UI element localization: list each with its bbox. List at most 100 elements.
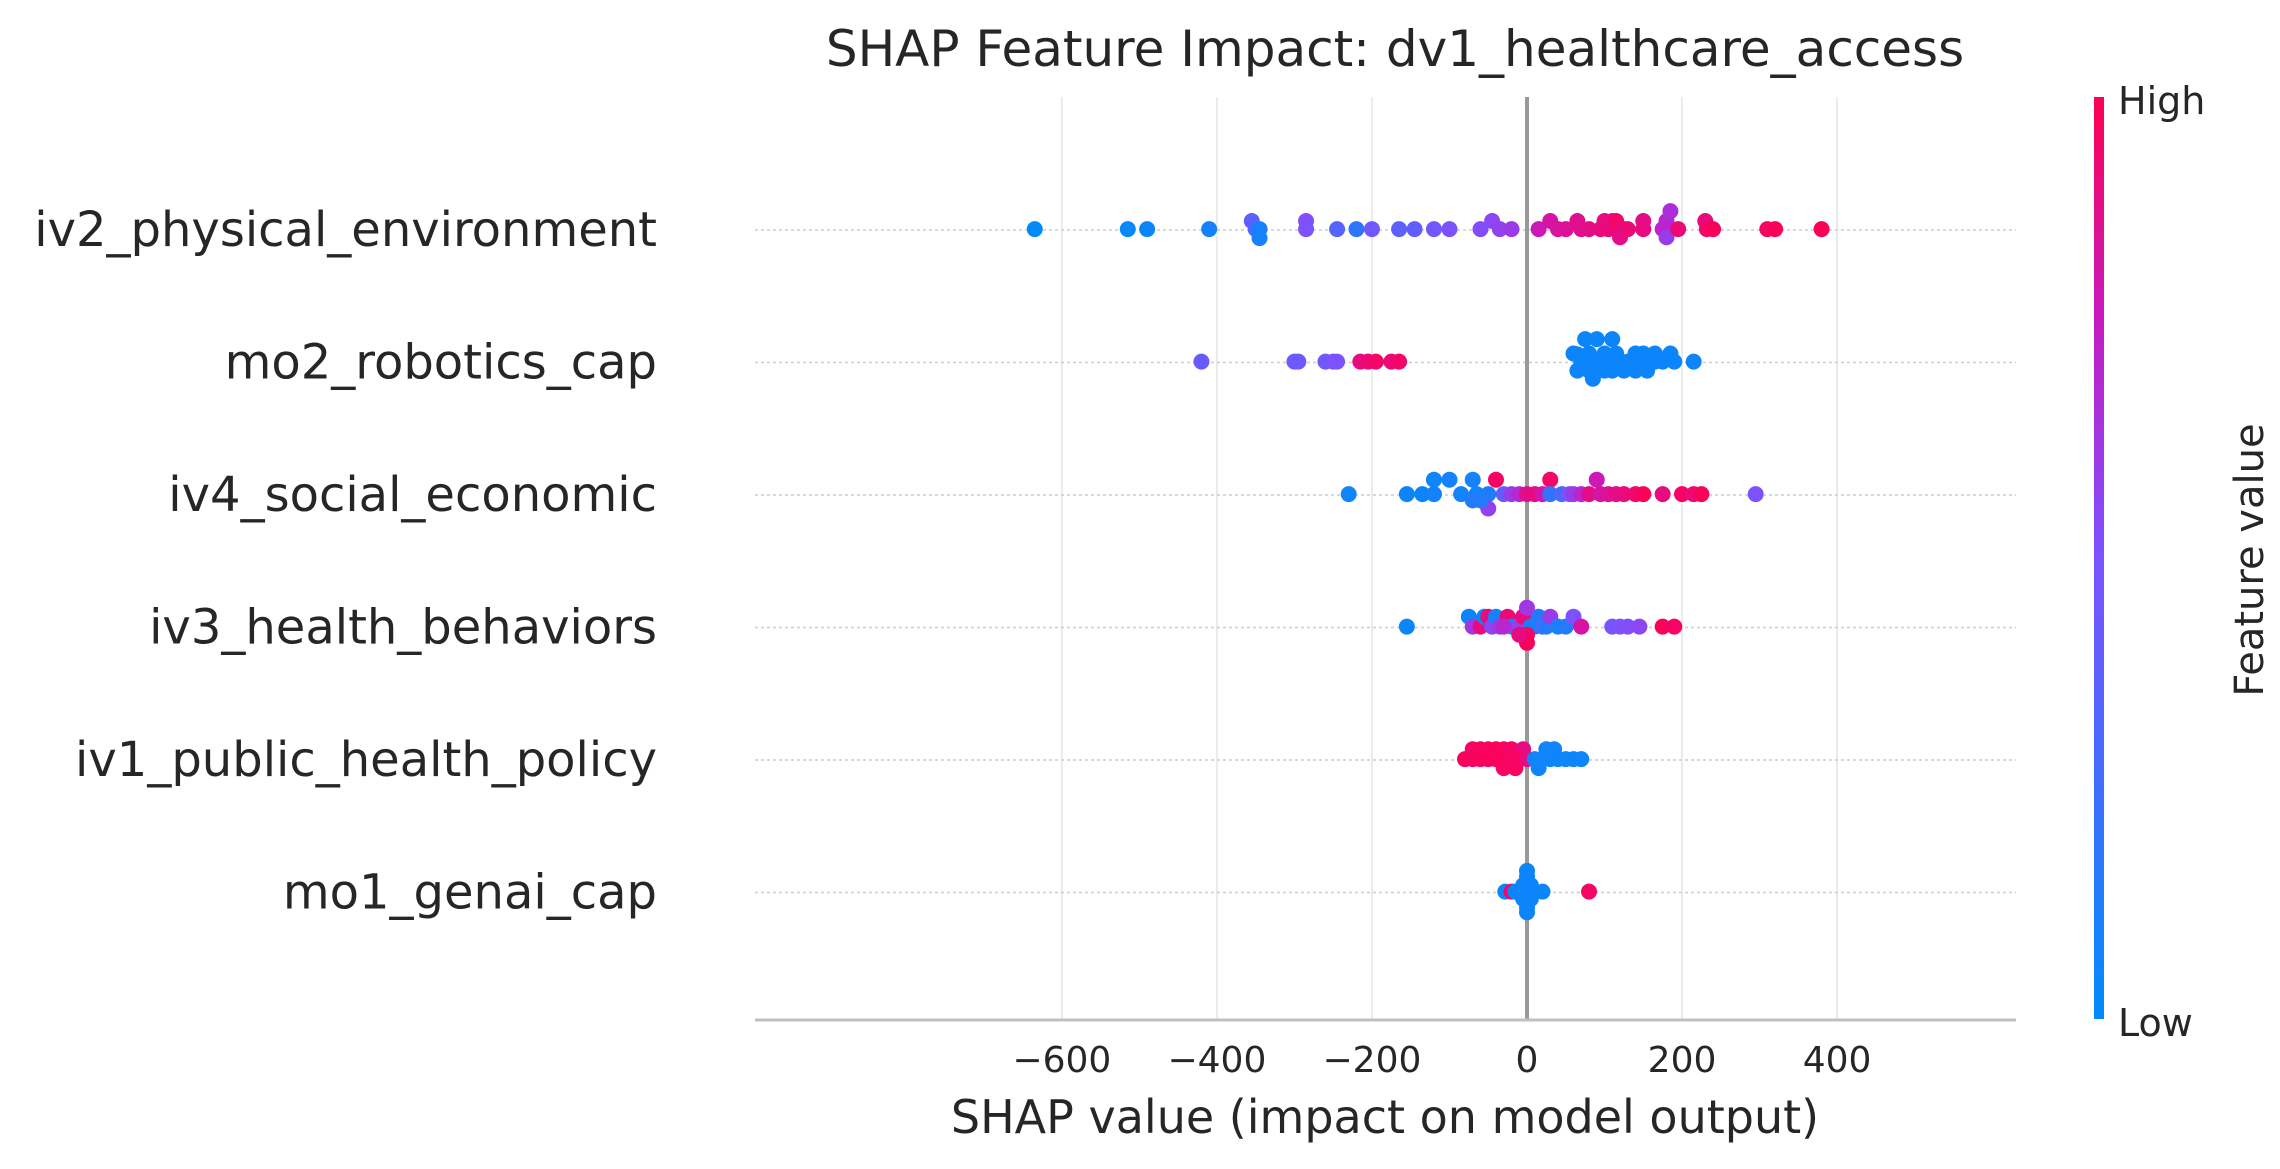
shap-point [1662,203,1679,220]
shap-point [1813,221,1830,238]
shap-point [1414,486,1431,503]
colorbar-low-label: Low [2118,1001,2193,1045]
shap-point [1654,353,1671,370]
y-labels: iv2_physical_environment mo2_robotics_cap… [34,202,657,921]
shap-point [1507,883,1524,900]
shap-point [1530,760,1547,777]
shap-point [1705,221,1722,238]
shap-point [1398,486,1415,503]
colorbar-title: Feature value [2227,423,2273,696]
x-axis-label: SHAP value (impact on model output) [951,1090,1819,1144]
shap-point [1298,221,1315,238]
shap-point [1119,221,1136,238]
chart-title: SHAP Feature Impact: dv1_healthcare_acce… [826,20,1964,78]
shap-point [1635,486,1652,503]
shap-point [1670,221,1687,238]
shap-point [1464,471,1481,488]
shap-point [1542,471,1559,488]
shap-point [1588,331,1605,348]
shap-point [1519,904,1535,921]
shap-point [1425,486,1442,503]
shap-point [1290,353,1307,370]
shap-point [1569,362,1586,379]
shap-point [1573,618,1590,635]
shap-point [1577,331,1594,348]
feature-rows [755,229,2016,894]
shap-point [1639,362,1656,379]
shap-point [1495,760,1512,777]
shap-point [1348,221,1365,238]
shap-point [1367,353,1384,370]
shap-point [1588,471,1605,488]
shap-point [1627,362,1644,379]
shap-point [1363,221,1380,238]
shap-point [1581,221,1598,238]
shap-point [1495,618,1512,635]
feature-label: iv3_health_behaviors [149,600,657,656]
shap-point [1674,486,1691,503]
feature-label: iv2_physical_environment [34,202,657,258]
x-tick-label: −600 [1012,1040,1111,1081]
colorbar-high-label: High [2118,79,2205,123]
shap-point [1654,486,1671,503]
shap-point [1340,486,1357,503]
shap-point [1619,618,1636,635]
x-tick-label: −400 [1167,1040,1266,1081]
shap-point [1557,221,1574,238]
shap-point [1398,618,1415,635]
shap-point [1425,221,1442,238]
shap-point [1391,353,1408,370]
feature-label: mo1_genai_cap [283,865,657,921]
shap-point [1487,471,1504,488]
shap-point [1329,353,1346,370]
shap-point [1511,626,1528,643]
x-tick-label: −200 [1323,1040,1422,1081]
shap-point [1472,221,1489,238]
x-tick-label: 400 [1803,1040,1872,1081]
shap-point [1519,599,1535,616]
x-ticks: −600 −400 −200 0 200 400 [1012,1040,1871,1081]
x-tick-label: 200 [1648,1040,1717,1081]
shap-point [1631,618,1648,635]
shap-point [1472,492,1489,509]
shap-point [1581,486,1598,503]
shap-point [1391,221,1408,238]
shap-point [1026,221,1043,238]
shap-point [1139,221,1156,238]
shap-point [1581,883,1598,900]
shap-point [1425,471,1442,488]
x-tick-label: 0 [1516,1040,1539,1081]
shap-point [1615,362,1632,379]
shap-point [1503,221,1520,238]
shap-point [1507,760,1524,777]
shap-point [1441,221,1458,238]
shap-point [1666,618,1683,635]
shap-point [1441,471,1458,488]
shap-point [1251,230,1268,247]
shap-point [1584,370,1601,387]
shap-point [1635,221,1652,238]
shap-point [1619,221,1636,238]
shap-point [1693,486,1710,503]
shap-point [1604,331,1621,348]
shap-point [1406,221,1423,238]
shap-point [1654,618,1671,635]
shap-point [1573,751,1590,768]
colorbar [2094,97,2104,1019]
shap-point [1193,353,1210,370]
shap-point [1604,362,1621,379]
shap-points [1026,203,1830,921]
shap-point [1491,221,1508,238]
feature-label: mo2_robotics_cap [225,335,657,391]
shap-point [1530,221,1547,238]
shap-point [1685,353,1702,370]
shap-point [1201,221,1218,238]
shap-point [1615,486,1632,503]
feature-label: iv1_public_health_policy [75,732,657,788]
shap-point [1666,353,1683,370]
shap-point [1542,486,1559,503]
shap-point [1658,229,1675,246]
feature-label: iv4_social_economic [168,467,657,523]
shap-point [1747,486,1764,503]
